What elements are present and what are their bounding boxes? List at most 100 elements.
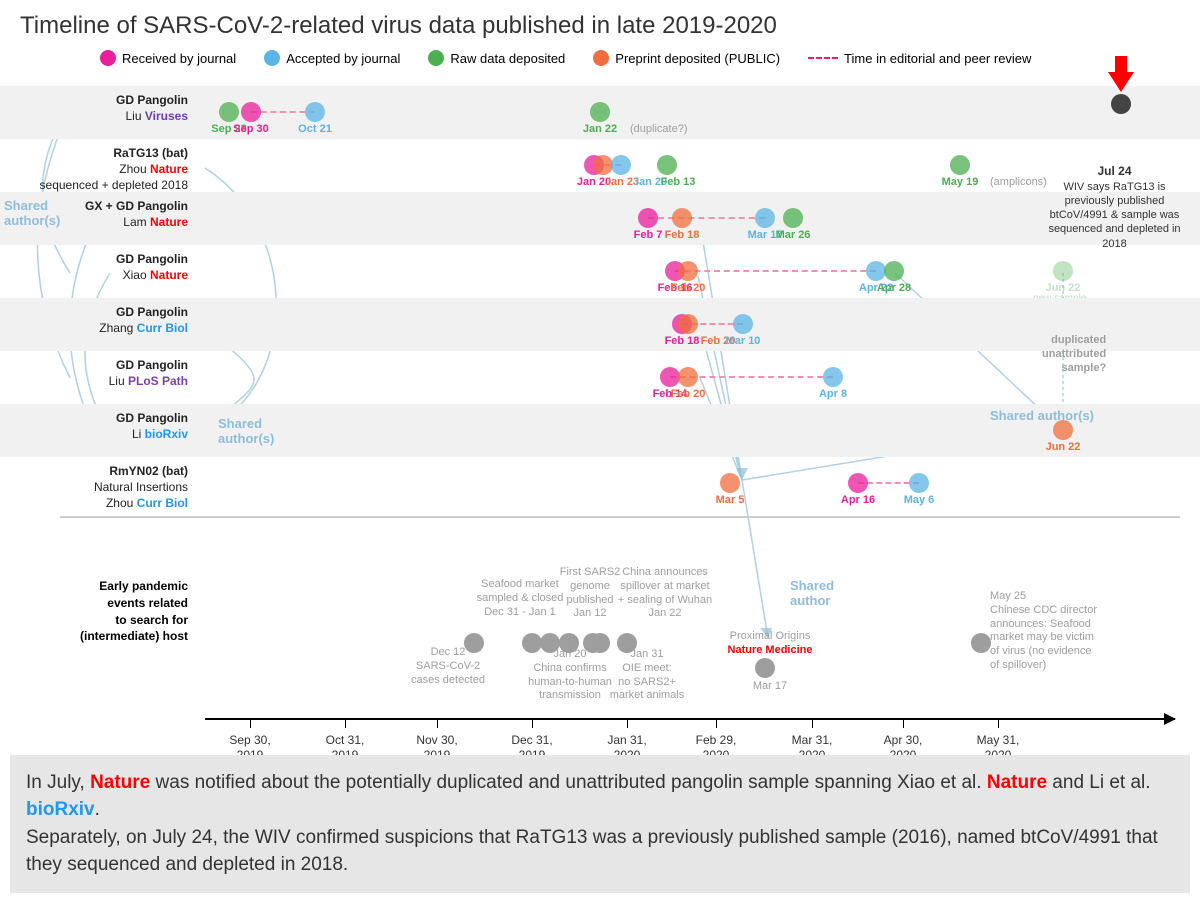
circle-icon bbox=[264, 50, 280, 66]
timeline-row: GD PangolinLiu VirusesSep 23Sep 30Oct 21… bbox=[0, 86, 1200, 139]
axis-tick bbox=[532, 718, 533, 728]
legend-review: Time in editorial and peer review bbox=[808, 51, 1031, 66]
axis-tick bbox=[627, 718, 628, 728]
axis-tick bbox=[437, 718, 438, 728]
event-label: Mar 10 bbox=[726, 335, 761, 347]
journal-nature: Nature bbox=[987, 772, 1047, 793]
row-label: RaTG13 (bat)Zhou Naturesequenced + deple… bbox=[0, 145, 200, 194]
event-dot bbox=[866, 261, 886, 281]
event-dot bbox=[241, 102, 261, 122]
circle-icon bbox=[428, 50, 444, 66]
jul24-annotation: Jul 24 WIV says RaTG13 is previously pub… bbox=[1047, 106, 1182, 251]
pandemic-event-text: May 25 Chinese CDC director announces: S… bbox=[990, 590, 1130, 673]
caption-box: In July, Nature was notified about the p… bbox=[10, 755, 1190, 893]
event-label: Feb 13 bbox=[661, 176, 696, 188]
event-suffix: (amplicons) bbox=[990, 176, 1047, 188]
shared-author-label: Shared author(s) bbox=[990, 408, 1094, 423]
event-label: Feb 18 bbox=[665, 335, 700, 347]
legend-received: Received by journal bbox=[100, 50, 236, 66]
timeline-row: GD PangolinXiao NatureFeb 16Feb 20Apr 22… bbox=[0, 245, 1200, 298]
event-dot bbox=[848, 473, 868, 493]
event-label: Jun 22 bbox=[1046, 441, 1081, 453]
shared-author-label: Shared author(s) bbox=[4, 198, 60, 228]
row-label: GD PangolinLi bioRxiv bbox=[0, 410, 200, 442]
event-dot bbox=[783, 208, 803, 228]
event-dot bbox=[1053, 261, 1073, 281]
pandemic-event-text: Proximal OriginsNature Medicine bbox=[710, 630, 830, 658]
row-label: GD PangolinZhang Curr Biol bbox=[0, 304, 200, 336]
event-dot bbox=[638, 208, 658, 228]
dash-icon bbox=[808, 57, 838, 59]
event-suffix: (duplicate?) bbox=[630, 123, 687, 135]
pandemic-event-date: Mar 17 bbox=[753, 680, 787, 694]
axis-tick bbox=[250, 718, 251, 728]
event-label: Feb 18 bbox=[665, 229, 700, 241]
event-dot bbox=[672, 208, 692, 228]
pandemic-event-dot bbox=[755, 658, 775, 678]
timeline-row: RmYN02 (bat)Natural InsertionsZhou Curr … bbox=[0, 457, 1200, 510]
timeline-chart: GD PangolinLiu VirusesSep 23Sep 30Oct 21… bbox=[0, 78, 1200, 768]
axis-tick bbox=[812, 718, 813, 728]
event-dot bbox=[219, 102, 239, 122]
annotation-duplicated: duplicated unattributed sample? bbox=[1042, 334, 1106, 375]
event-label: Oct 21 bbox=[298, 123, 332, 135]
journal-biorxiv: bioRxiv bbox=[26, 799, 95, 820]
event-label: Mar 26 bbox=[776, 229, 811, 241]
shared-author-label: Shared author bbox=[790, 578, 834, 608]
pandemic-event-dot bbox=[971, 633, 991, 653]
legend-accepted: Accepted by journal bbox=[264, 50, 400, 66]
event-label: Apr 28 bbox=[877, 282, 911, 294]
event-dot bbox=[305, 102, 325, 122]
review-span bbox=[675, 270, 876, 272]
event-dot bbox=[678, 261, 698, 281]
axis-tick bbox=[903, 718, 904, 728]
event-dot bbox=[678, 314, 698, 334]
legend: Received by journal Accepted by journal … bbox=[100, 50, 1031, 66]
pandemic-event-text: China announces spillover at market + se… bbox=[605, 566, 725, 621]
event-dot bbox=[590, 102, 610, 122]
journal-nature: Nature bbox=[90, 772, 150, 793]
highlight-arrow-icon bbox=[1108, 56, 1134, 97]
event-dot bbox=[884, 261, 904, 281]
event-label: Feb 20 bbox=[671, 388, 706, 400]
event-dot bbox=[593, 155, 613, 175]
chart-title: Timeline of SARS-CoV-2-related virus dat… bbox=[20, 12, 777, 40]
shared-author-label: Shared author(s) bbox=[218, 416, 274, 446]
axis-tick bbox=[345, 718, 346, 728]
timeline-row: RaTG13 (bat)Zhou Naturesequenced + deple… bbox=[0, 139, 1200, 192]
event-label: Apr 8 bbox=[819, 388, 847, 400]
legend-preprint: Preprint deposited (PUBLIC) bbox=[593, 50, 780, 66]
timeline-row: GD PangolinLiu PLoS PathFeb 14Feb 20Apr … bbox=[0, 351, 1200, 404]
row-label: GD PangolinLiu PLoS Path bbox=[0, 357, 200, 389]
event-dot bbox=[678, 367, 698, 387]
event-dot bbox=[755, 208, 775, 228]
event-dot bbox=[823, 367, 843, 387]
event-label: Feb 20 bbox=[671, 282, 706, 294]
event-dot bbox=[1053, 420, 1073, 440]
row-label: RmYN02 (bat)Natural InsertionsZhou Curr … bbox=[0, 463, 200, 512]
event-label: Apr 16 bbox=[841, 494, 875, 506]
event-dot bbox=[657, 155, 677, 175]
row-label: GD PangolinXiao Nature bbox=[0, 251, 200, 283]
event-label: Sep 30 bbox=[233, 123, 268, 135]
circle-icon bbox=[100, 50, 116, 66]
legend-deposited: Raw data deposited bbox=[428, 50, 565, 66]
timeline-row: GD PangolinZhang Curr BiolFeb 18Feb 20Ma… bbox=[0, 298, 1200, 351]
event-label: Jan 22 bbox=[583, 123, 617, 135]
event-dot bbox=[611, 155, 631, 175]
event-label: Mar 5 bbox=[716, 494, 745, 506]
pandemic-event-text: Jan 31 OIE meet: no SARS2+ market animal… bbox=[587, 648, 707, 703]
timeline-row: GX + GD PangolinLam NatureFeb 7Feb 18Mar… bbox=[0, 192, 1200, 245]
circle-icon bbox=[593, 50, 609, 66]
row-label: GD PangolinLiu Viruses bbox=[0, 92, 200, 124]
axis-tick bbox=[716, 718, 717, 728]
arrow-icon bbox=[1164, 713, 1176, 725]
event-dot bbox=[720, 473, 740, 493]
event-dot bbox=[950, 155, 970, 175]
review-span bbox=[648, 217, 765, 219]
event-dot bbox=[909, 473, 929, 493]
event-label: May 6 bbox=[904, 494, 935, 506]
event-label: Feb 7 bbox=[634, 229, 663, 241]
x-axis bbox=[205, 718, 1175, 720]
event-dot bbox=[660, 367, 680, 387]
